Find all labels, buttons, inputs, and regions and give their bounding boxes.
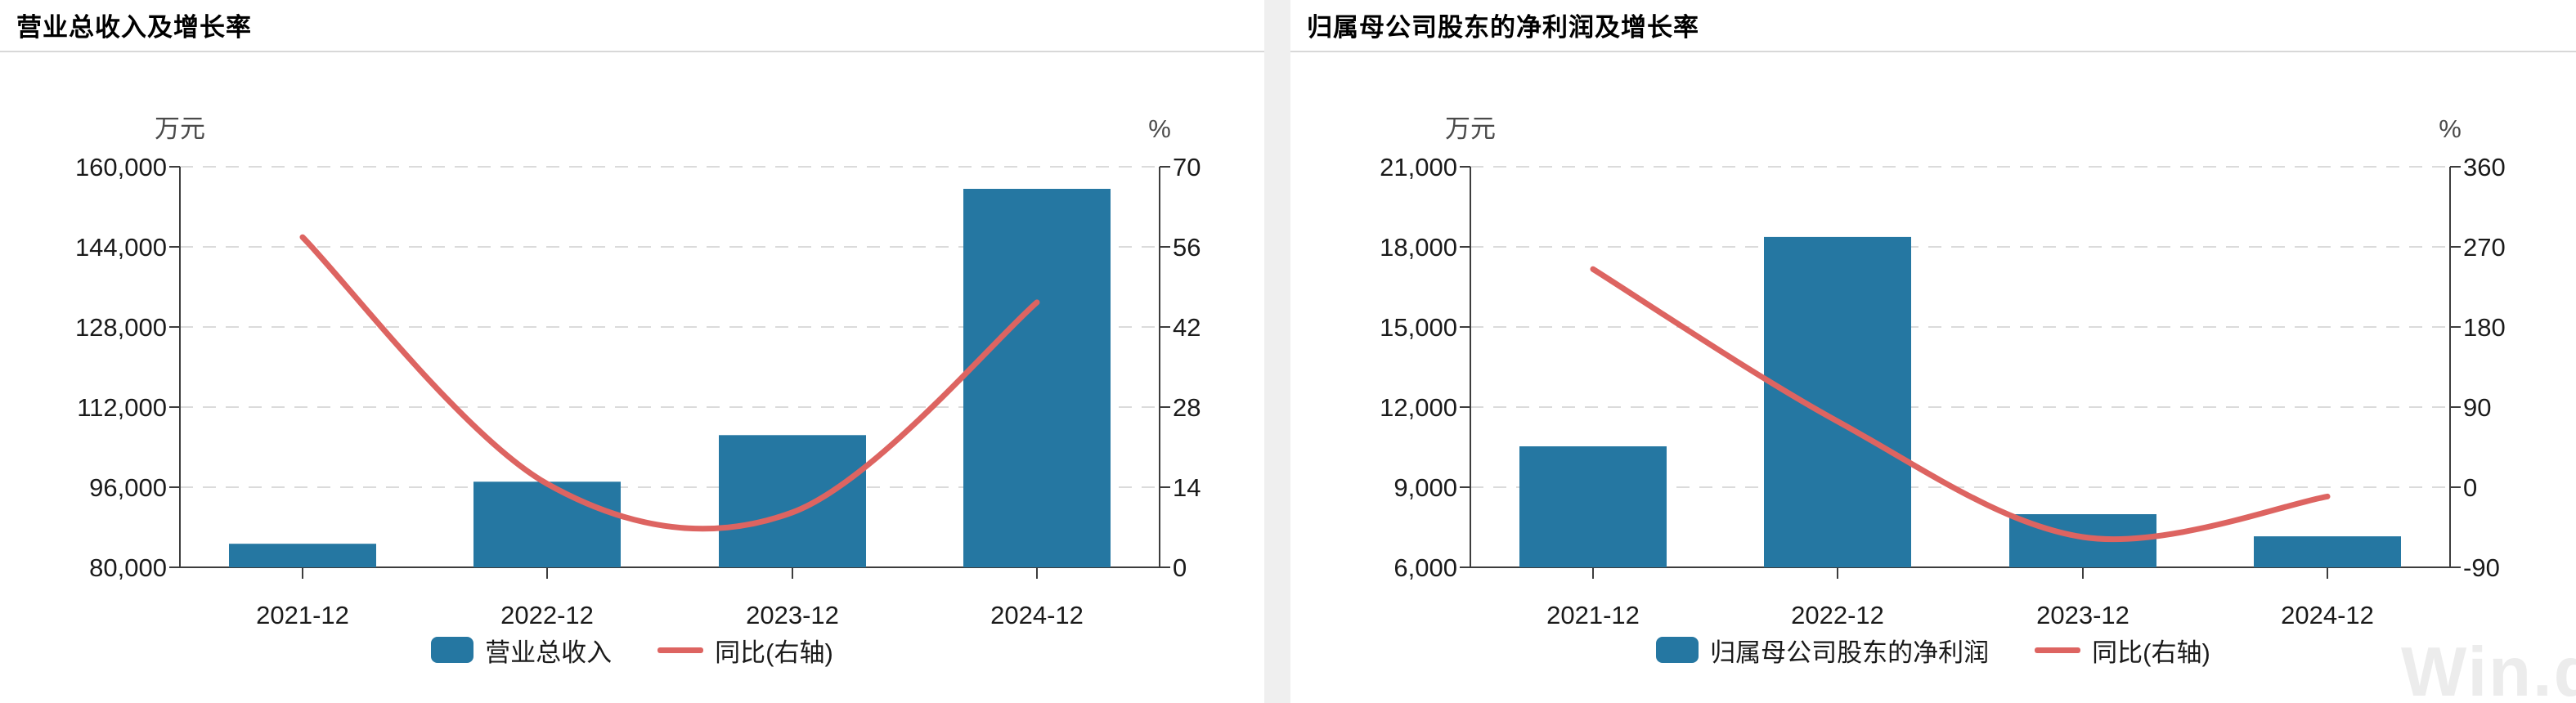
right-axis-tick-label: 360 [2463,153,2506,181]
legend-item-line: 同比(右轴) [2035,632,2210,669]
legend-item-bar: 归属母公司股东的净利润 [1656,632,1989,669]
x-axis-label: 2023-12 [746,601,839,629]
left-axis-tick-label: 6,000 [1393,553,1457,582]
right-axis-tick-label: 70 [1173,153,1200,181]
page-title: 营业总收入及增长率 [16,13,252,42]
title-divider [1290,51,2576,52]
bar [473,481,621,567]
right-axis-tick-label: 14 [1173,473,1200,502]
line-legend-swatch-icon [2035,647,2081,653]
trend-line [299,234,1040,532]
right-axis-unit-label: % [1148,114,1171,143]
bar [2254,536,2401,567]
wind-watermark: Win.d [2401,634,2576,703]
bar [229,544,376,567]
x-axis-label: 2021-12 [256,601,349,629]
revenue-panel: 营业总收入及增长率 160,000 70 144,000 56 128,000 42 112… [0,0,1264,703]
right-axis-tick-label: 180 [2463,313,2506,342]
right-axis-tick-label: 42 [1173,313,1200,342]
revenue-chart: 160,000 70 144,000 56 128,000 42 112,000 28 96,0… [75,114,1201,629]
left-axis-tick-label: 128,000 [75,313,167,342]
right-axis-tick-label: 0 [1173,553,1187,582]
net-profit-chart: 21,000 360 18,000 270 15,000 180 12,000 90 9,000… [1380,114,2506,629]
legend-label: 营业总收入 [485,638,613,667]
right-axis-tick-label: 270 [2463,233,2506,262]
left-axis-tick-label: 15,000 [1380,313,1457,342]
x-axis-label: 2023-12 [2036,601,2129,629]
x-axis-label: 2022-12 [500,601,594,629]
legend-label: 同比(右轴) [2092,638,2210,667]
left-axis-tick-label: 112,000 [77,393,167,422]
right-axis-tick-label: -90 [2463,553,2500,582]
right-axis-tick-label: 28 [1173,393,1200,422]
trend-line [1590,266,2331,543]
left-axis-tick-label: 144,000 [75,233,167,262]
x-axis-label: 2022-12 [1791,601,1884,629]
bar [963,189,1111,567]
right-axis-unit-label: % [2439,114,2462,143]
page-title: 归属母公司股东的净利润及增长率 [1307,13,1699,42]
right-axis-tick-label: 0 [2463,473,2477,502]
title-divider [0,51,1264,52]
line-legend-swatch-icon [657,647,704,653]
chart-legend: 营业总收入 同比(右轴) [0,631,1264,669]
legend-label: 归属母公司股东的净利润 [1710,638,1990,667]
left-axis-tick-label: 21,000 [1380,153,1457,181]
bar-legend-swatch-icon [431,637,474,663]
left-axis-tick-label: 80,000 [89,553,167,582]
x-axis-label: 2024-12 [990,601,1084,629]
panel-divider-gap [1264,0,1290,703]
bar [719,435,866,567]
left-axis-tick-label: 18,000 [1380,233,1457,262]
left-axis-tick-label: 9,000 [1393,473,1457,502]
right-axis-tick-label: 56 [1173,233,1200,262]
right-axis-tick-label: 90 [2463,393,2491,422]
bar [1764,236,1911,567]
legend-label: 同比(右轴) [715,638,833,667]
left-axis-unit-label: 万元 [1445,114,1496,143]
left-axis-tick-label: 12,000 [1380,393,1457,422]
legend-item-line: 同比(右轴) [657,632,833,669]
left-axis-tick-label: 160,000 [75,153,167,181]
bar-legend-swatch-icon [1656,637,1699,663]
chart-legend: 归属母公司股东的净利润 同比(右轴) [1290,631,2576,669]
x-axis-label: 2024-12 [2281,601,2374,629]
bar [1519,446,1667,567]
left-axis-tick-label: 96,000 [89,473,167,502]
left-axis-unit-label: 万元 [155,114,205,143]
net-profit-panel: 归属母公司股东的净利润及增长率 21,000 360 18,000 270 15,000… [1290,0,2576,703]
x-axis-label: 2021-12 [1546,601,1640,629]
legend-item-bar: 营业总收入 [431,632,612,669]
